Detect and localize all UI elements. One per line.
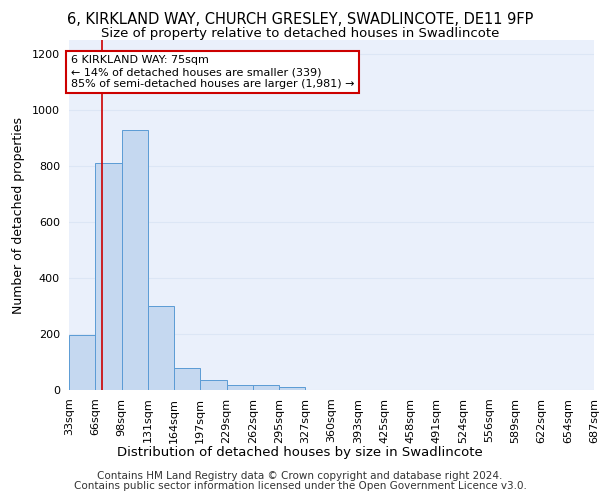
Text: Size of property relative to detached houses in Swadlincote: Size of property relative to detached ho… (101, 28, 499, 40)
Bar (69, 336, 95, 390)
Text: Distribution of detached houses by size in Swadlincote: Distribution of detached houses by size … (117, 446, 483, 459)
Bar (253, 385, 279, 390)
Bar (148, 306, 174, 390)
Text: 6, KIRKLAND WAY, CHURCH GRESLEY, SWADLINCOTE, DE11 9FP: 6, KIRKLAND WAY, CHURCH GRESLEY, SWADLIN… (67, 12, 533, 28)
Bar (227, 385, 253, 390)
Text: 6 KIRKLAND WAY: 75sqm
← 14% of detached houses are smaller (339)
85% of semi-det: 6 KIRKLAND WAY: 75sqm ← 14% of detached … (71, 56, 354, 88)
Bar (279, 386, 305, 390)
Bar (200, 380, 227, 390)
Y-axis label: Number of detached properties: Number of detached properties (12, 116, 25, 314)
Text: Contains public sector information licensed under the Open Government Licence v3: Contains public sector information licen… (74, 481, 526, 491)
Bar (174, 368, 200, 390)
Bar (121, 130, 148, 390)
Text: Contains HM Land Registry data © Crown copyright and database right 2024.: Contains HM Land Registry data © Crown c… (97, 471, 503, 481)
Bar (95, 163, 121, 390)
